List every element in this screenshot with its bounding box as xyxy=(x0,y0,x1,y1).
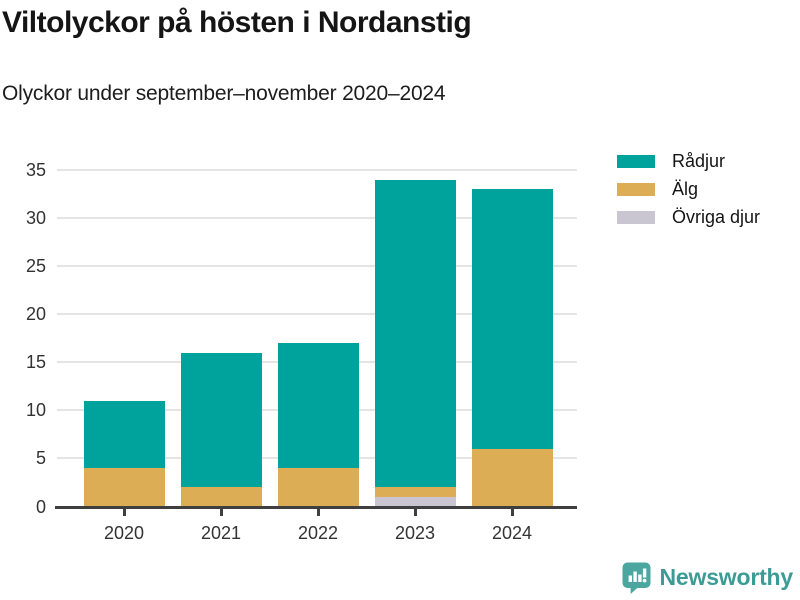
bar-2023-r-djur xyxy=(374,179,456,488)
x-axis-tick-2023 xyxy=(413,509,417,516)
y-axis-label-0: 0 xyxy=(35,496,46,517)
legend-label-alg: Älg xyxy=(672,178,699,199)
x-axis-tick-2022 xyxy=(316,509,320,516)
gridline-y-30 xyxy=(57,217,577,220)
bar-2022--lg xyxy=(277,468,359,507)
x-axis-tick-2021 xyxy=(219,509,223,516)
gridline-y-35 xyxy=(57,169,577,171)
legend-item-alg: Älg xyxy=(617,175,760,203)
x-axis-line xyxy=(55,506,577,509)
bar-2023--vriga-djur xyxy=(374,496,456,507)
bar-2024-r-djur xyxy=(471,189,553,449)
x-axis-tick-2020 xyxy=(122,509,126,516)
legend-swatch-alg xyxy=(617,182,655,196)
x-axis-label-2024: 2024 xyxy=(491,523,533,543)
newsworthy-brand-text: Newsworthy xyxy=(659,564,794,590)
newsworthy-brand: Newsworthy xyxy=(621,561,793,594)
bar-2024--lg xyxy=(471,448,553,507)
legend-label-ovriga-djur: Övriga djur xyxy=(672,206,761,227)
y-axis-label-5: 5 xyxy=(35,448,46,469)
legend-swatch-radjur xyxy=(617,154,655,168)
y-axis-label-25: 25 xyxy=(25,256,46,277)
bar-2020--lg xyxy=(83,468,165,507)
gridline-y-20 xyxy=(57,313,577,316)
bar-2023--lg xyxy=(374,487,456,497)
chart-title: Viltolyckor på hösten i Nordanstig xyxy=(2,6,472,39)
x-axis-label-2021: 2021 xyxy=(200,523,242,543)
gridline-y-25 xyxy=(57,265,577,268)
x-axis-label-2020: 2020 xyxy=(103,523,145,543)
x-axis-label-2022: 2022 xyxy=(297,523,339,543)
newsworthy-logo-icon xyxy=(621,561,652,594)
y-axis-label-10: 10 xyxy=(25,400,46,421)
legend-item-ovriga-djur: Övriga djur xyxy=(617,203,760,231)
chart-subtitle: Olyckor under september–november 2020–20… xyxy=(2,82,446,105)
y-axis-label-20: 20 xyxy=(25,304,46,325)
y-axis-label-35: 35 xyxy=(25,160,46,180)
y-axis-label-30: 30 xyxy=(25,208,46,229)
legend-swatch-ovriga-djur xyxy=(617,210,655,224)
bar-2022-r-djur xyxy=(277,343,359,469)
x-axis-label-2023: 2023 xyxy=(394,523,436,543)
bar-2021-r-djur xyxy=(180,352,262,488)
legend-item-radjur: Rådjur xyxy=(617,147,760,175)
legend-label-radjur: Rådjur xyxy=(672,150,726,171)
y-axis-label-15: 15 xyxy=(25,352,46,373)
bar-2021--lg xyxy=(180,487,262,507)
bar-2020-r-djur xyxy=(83,400,165,469)
x-axis-tick-2024 xyxy=(510,509,514,516)
legend: Rådjur Älg Övriga djur xyxy=(617,147,760,231)
